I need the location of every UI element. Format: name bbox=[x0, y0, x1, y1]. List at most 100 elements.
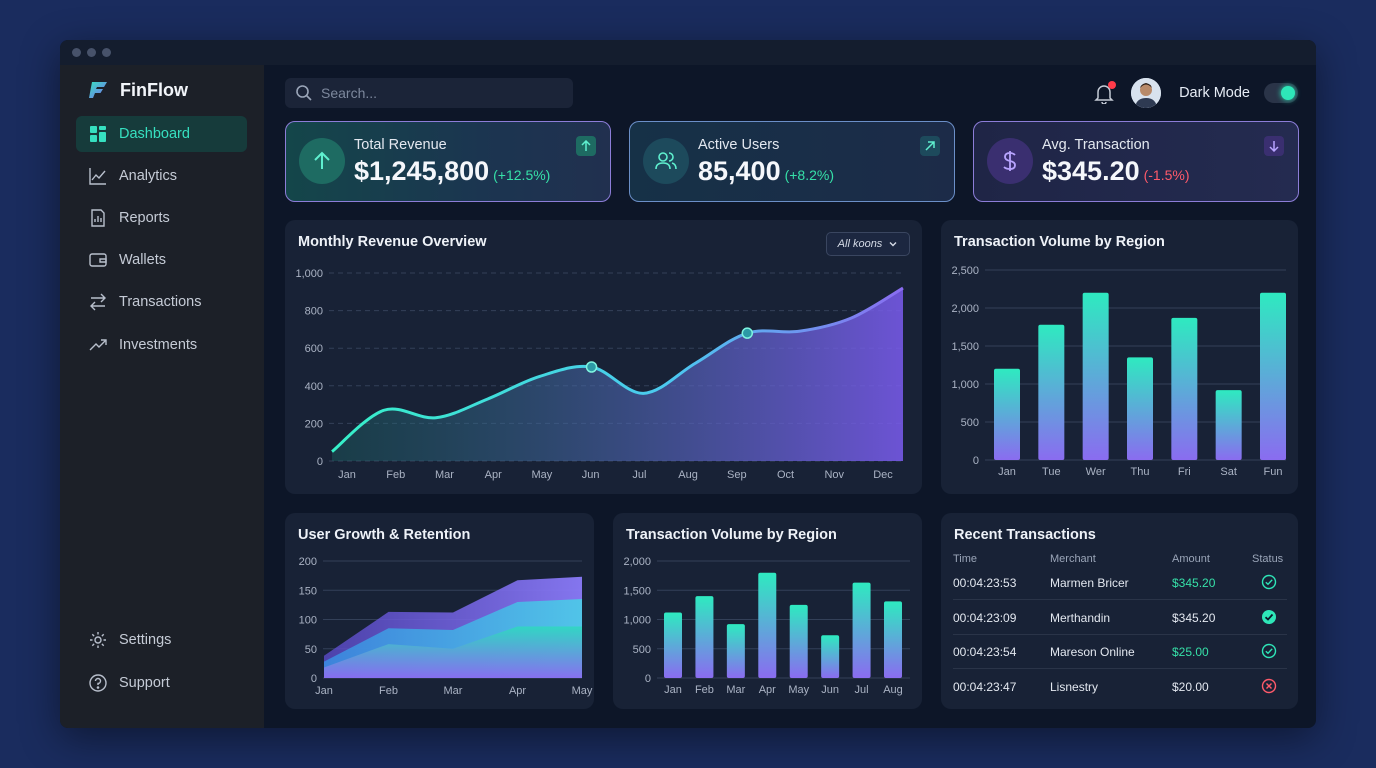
x-tick-label: Mar bbox=[435, 469, 454, 481]
dropdown-value: All koons bbox=[837, 238, 883, 250]
kpi-label: Active Users bbox=[698, 137, 780, 153]
window-dot[interactable] bbox=[102, 48, 111, 57]
revenue-point[interactable] bbox=[585, 361, 598, 373]
table-row[interactable]: 00:04:23:54 Mareson Online $25.00 bbox=[953, 635, 1287, 669]
table-row[interactable]: 00:04:23:47 Lisnestry $20.00 bbox=[953, 670, 1287, 704]
kpi-card-avg-transaction[interactable]: Avg. Transaction $345.20 (-1.5%) bbox=[973, 121, 1299, 202]
bar[interactable] bbox=[1127, 357, 1153, 460]
app-logo[interactable]: FinFlow bbox=[88, 79, 188, 101]
bar[interactable] bbox=[1038, 324, 1065, 460]
cell-merchant: Lisnestry bbox=[1050, 679, 1099, 694]
kpi-value: $1,245,800 (+12.5%) bbox=[354, 156, 550, 187]
bar[interactable] bbox=[726, 624, 745, 678]
y-tick-label: 0 bbox=[973, 455, 979, 467]
search-icon bbox=[296, 85, 312, 101]
notification-badge bbox=[1108, 81, 1117, 89]
bar[interactable] bbox=[884, 601, 902, 678]
y-tick-label: 0 bbox=[317, 456, 323, 468]
x-tick-label: Sat bbox=[1220, 466, 1237, 478]
x-tick-label: Fri bbox=[1178, 466, 1191, 478]
trend-up-right-button[interactable] bbox=[920, 136, 940, 156]
x-tick-label: Fun bbox=[1264, 466, 1283, 478]
reports-icon bbox=[91, 209, 105, 227]
x-tick-label: Jan bbox=[315, 685, 333, 697]
bar[interactable] bbox=[1260, 292, 1286, 460]
y-tick-label: 0 bbox=[645, 673, 651, 685]
cell-time: 00:04:23:54 bbox=[953, 645, 1017, 659]
bar[interactable] bbox=[1171, 317, 1198, 460]
small-arrow-down-icon bbox=[1269, 141, 1279, 152]
revenue-chart: 0 200 400 600 800 1,000 Jan Feb Mar Apr May Jun Jul A… bbox=[295, 268, 905, 481]
sidebar-item-label: Wallets bbox=[119, 252, 166, 268]
sidebar-item-label: Investments bbox=[119, 337, 198, 353]
revenue-line bbox=[331, 286, 904, 453]
x-tick-label: Aug bbox=[678, 469, 698, 481]
sidebar-item-analytics[interactable]: Analytics bbox=[76, 158, 247, 194]
x-tick-label: Sep bbox=[727, 469, 747, 481]
col-header-status[interactable]: Status bbox=[1252, 553, 1284, 565]
sidebar-item-reports[interactable]: Reports bbox=[76, 200, 247, 236]
sidebar-item-transactions[interactable]: Transactions bbox=[76, 284, 247, 320]
sidebar-item-settings[interactable]: Settings bbox=[76, 622, 247, 658]
window-dot[interactable] bbox=[87, 48, 96, 57]
y-tick-label: 400 bbox=[305, 381, 323, 393]
x-tick-label: Apr bbox=[509, 685, 526, 697]
kpi-card-total-revenue[interactable]: Total Revenue $1,245,800 (+12.5%) bbox=[285, 121, 611, 202]
transactions-icon bbox=[90, 293, 106, 311]
x-tick-label: Jul bbox=[855, 684, 869, 696]
x-tick-label: Thu bbox=[1131, 466, 1150, 478]
sidebar-item-investments[interactable]: Investments bbox=[76, 327, 247, 363]
kpi-delta: (+8.2%) bbox=[784, 167, 835, 183]
user-avatar-icon bbox=[1131, 78, 1162, 108]
bar[interactable] bbox=[1082, 292, 1109, 460]
x-tick-label: Apr bbox=[485, 469, 502, 481]
status-failed-icon bbox=[1261, 678, 1277, 693]
cell-time: 00:04:23:53 bbox=[953, 576, 1017, 590]
search-input[interactable] bbox=[321, 85, 561, 101]
sidebar-item-support[interactable]: Support bbox=[76, 665, 247, 701]
avatar[interactable] bbox=[1131, 78, 1162, 108]
bar[interactable] bbox=[821, 635, 840, 678]
notifications-button[interactable] bbox=[1093, 81, 1117, 105]
kpi-card-active-users[interactable]: Active Users 85,400 (+8.2%) bbox=[629, 121, 955, 202]
sidebar-item-label: Dashboard bbox=[119, 126, 190, 142]
sidebar-item-wallets[interactable]: Wallets bbox=[76, 242, 247, 278]
y-tick-label: 1,000 bbox=[951, 379, 979, 391]
header-actions: Dark Mode bbox=[1093, 78, 1298, 108]
bar[interactable] bbox=[695, 596, 714, 678]
col-header-merchant[interactable]: Merchant bbox=[1050, 553, 1096, 565]
sidebar-item-dashboard[interactable]: Dashboard bbox=[76, 116, 247, 152]
trend-down-button[interactable] bbox=[1264, 136, 1284, 156]
gear-icon bbox=[90, 632, 106, 648]
table-row[interactable]: 00:04:23:53 Marmen Bricer $345.20 bbox=[953, 566, 1287, 600]
y-tick-label: 1,000 bbox=[295, 268, 323, 280]
revenue-point[interactable] bbox=[741, 327, 754, 339]
region-volume-chart: 0 500 1,000 1,500 2,000 2,500 Jan Tue Wer Thu Fri S… bbox=[951, 265, 1286, 478]
col-header-time[interactable]: Time bbox=[953, 553, 978, 565]
status-ring bbox=[1261, 678, 1277, 693]
status-ring bbox=[1261, 574, 1277, 590]
bar[interactable] bbox=[852, 582, 871, 678]
wallet-icon bbox=[89, 253, 107, 267]
x-tick-label: Apr bbox=[759, 684, 776, 696]
bar[interactable] bbox=[758, 572, 777, 678]
revenue-filter-dropdown[interactable]: All koons bbox=[826, 232, 910, 256]
bar[interactable] bbox=[789, 604, 808, 678]
status-success-icon bbox=[1261, 574, 1277, 590]
dark-mode-toggle[interactable] bbox=[1264, 83, 1298, 103]
search-bar[interactable] bbox=[285, 78, 573, 108]
x-tick-label: Nov bbox=[824, 469, 844, 481]
col-header-amount[interactable]: Amount bbox=[1172, 553, 1210, 565]
bar[interactable] bbox=[1215, 390, 1242, 460]
bar[interactable] bbox=[664, 612, 682, 678]
bar[interactable] bbox=[994, 368, 1020, 460]
x-tick-label: Jun bbox=[821, 684, 839, 696]
kpi-delta: (+12.5%) bbox=[493, 167, 551, 183]
x-tick-label: Feb bbox=[386, 469, 405, 481]
status-mark bbox=[1265, 648, 1273, 655]
status-mark bbox=[1264, 613, 1274, 621]
table-row[interactable]: 00:04:23:09 Merthandin $345.20 bbox=[953, 601, 1287, 635]
x-tick-label: Feb bbox=[695, 684, 714, 696]
window-dot[interactable] bbox=[72, 48, 81, 57]
trend-up-button[interactable] bbox=[576, 136, 596, 156]
